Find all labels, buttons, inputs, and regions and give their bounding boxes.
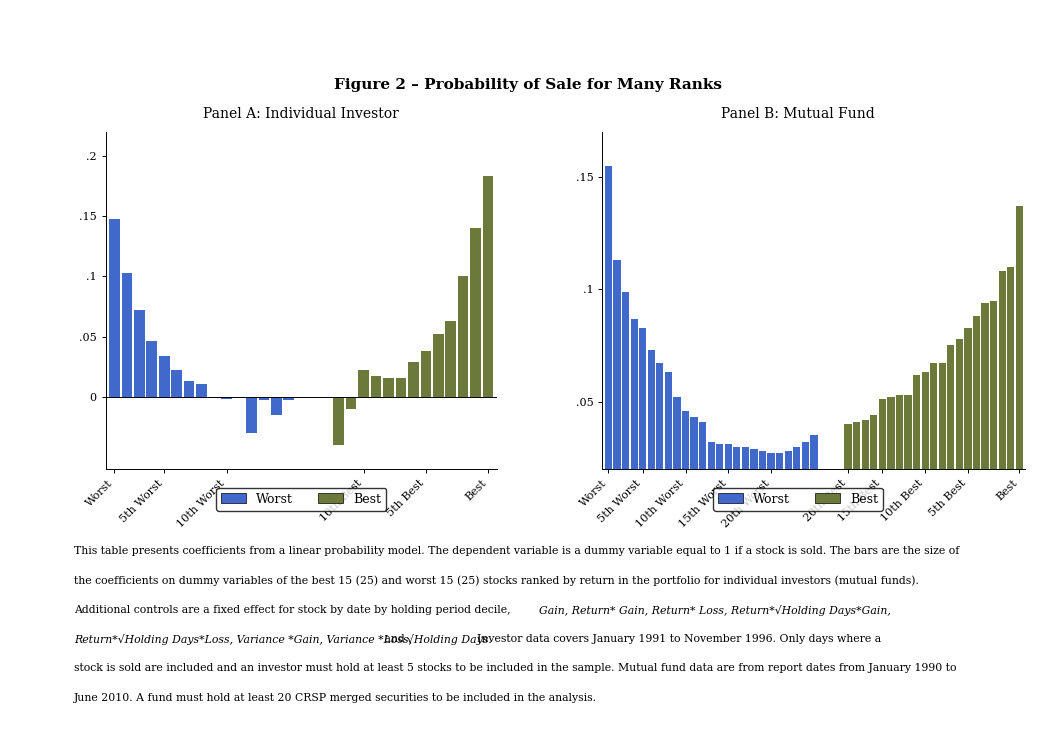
Bar [930, 364, 938, 514]
Bar [395, 377, 406, 397]
Bar [665, 372, 672, 514]
Bar [656, 364, 664, 514]
Bar [259, 397, 270, 400]
Bar [371, 377, 382, 397]
Bar [905, 395, 912, 514]
Legend: Worst, Best: Worst, Best [713, 487, 883, 510]
Bar [690, 417, 698, 514]
Bar [421, 351, 431, 397]
Bar [947, 345, 954, 514]
Bar [972, 316, 980, 514]
Bar [750, 449, 758, 514]
Bar [358, 370, 369, 397]
Bar [246, 397, 257, 433]
Bar [853, 422, 860, 514]
Bar [147, 342, 157, 397]
Bar [109, 218, 119, 397]
Bar [845, 424, 852, 514]
Bar [613, 260, 620, 514]
Bar [383, 377, 393, 397]
Bar [725, 444, 731, 514]
Bar [793, 446, 800, 514]
Bar [631, 319, 637, 514]
Bar [122, 273, 132, 397]
Bar [234, 397, 244, 398]
Bar [159, 356, 169, 397]
Bar [171, 370, 182, 397]
Text: Return*√Holding Days*Loss, Variance *Gain, Variance *Loss,: Return*√Holding Days*Loss, Variance *Gai… [74, 634, 412, 645]
Bar [433, 334, 444, 397]
Text: June 2010. A fund must hold at least 20 CRSP merged securities to be included in: June 2010. A fund must hold at least 20 … [74, 693, 597, 703]
Bar [784, 451, 792, 514]
Bar [283, 397, 294, 400]
Text: This table presents coefficients from a linear probability model. The dependent : This table presents coefficients from a … [74, 546, 960, 556]
Text: Panel B: Mutual Fund: Panel B: Mutual Fund [721, 107, 875, 121]
Bar [759, 451, 766, 514]
Bar [699, 422, 706, 514]
Bar [346, 397, 356, 409]
Bar [861, 420, 869, 514]
Bar [801, 442, 809, 514]
Bar [458, 276, 468, 397]
Bar [776, 454, 783, 514]
Bar [1007, 267, 1015, 514]
Bar [1016, 206, 1023, 514]
Bar [999, 271, 1006, 514]
Text: Additional controls are a fixed effect for stock by date by holding period decil: Additional controls are a fixed effect f… [74, 605, 514, 615]
Bar [956, 339, 963, 514]
Bar [483, 177, 494, 397]
Bar [408, 362, 419, 397]
Bar [887, 397, 894, 514]
Bar [982, 303, 988, 514]
Text: the coefficients on dummy variables of the best 15 (25) and worst 15 (25) stocks: the coefficients on dummy variables of t… [74, 575, 919, 586]
Text: Investor data covers January 1991 to November 1996. Only days where a: Investor data covers January 1991 to Nov… [470, 634, 882, 644]
Bar [896, 395, 903, 514]
Bar [639, 328, 646, 514]
Text: Gain, Return* Gain, Return* Loss, Return*√Holding Days*Gain,: Gain, Return* Gain, Return* Loss, Return… [539, 605, 891, 616]
Bar [964, 328, 971, 514]
Bar [990, 301, 997, 514]
Bar [742, 446, 749, 514]
Bar [707, 442, 715, 514]
Bar [209, 397, 220, 398]
Bar [134, 310, 145, 397]
Bar [913, 375, 921, 514]
Bar [197, 383, 207, 397]
Bar [221, 397, 231, 399]
Bar [605, 166, 612, 514]
Bar [870, 415, 877, 514]
Text: stock is sold are included and an investor must hold at least 5 stocks to be inc: stock is sold are included and an invest… [74, 663, 957, 674]
Bar [811, 435, 817, 514]
Text: √Holding Days.: √Holding Days. [407, 634, 492, 645]
Bar [271, 397, 281, 415]
Bar [673, 397, 681, 514]
Bar [470, 228, 481, 397]
Bar [716, 444, 723, 514]
Bar [622, 292, 629, 514]
Text: Figure 2 – Probability of Sale for Many Ranks: Figure 2 – Probability of Sale for Many … [334, 78, 723, 92]
Bar [734, 446, 741, 514]
Bar [445, 321, 456, 397]
Bar [184, 381, 194, 397]
Text: and: and [381, 634, 408, 644]
Bar [333, 397, 344, 445]
Bar [939, 364, 946, 514]
Bar [878, 399, 886, 514]
Legend: Worst, Best: Worst, Best [217, 487, 386, 510]
Bar [682, 410, 689, 514]
Bar [922, 372, 929, 514]
Bar [648, 350, 655, 514]
Text: Panel A: Individual Investor: Panel A: Individual Investor [203, 107, 400, 121]
Bar [767, 454, 775, 514]
